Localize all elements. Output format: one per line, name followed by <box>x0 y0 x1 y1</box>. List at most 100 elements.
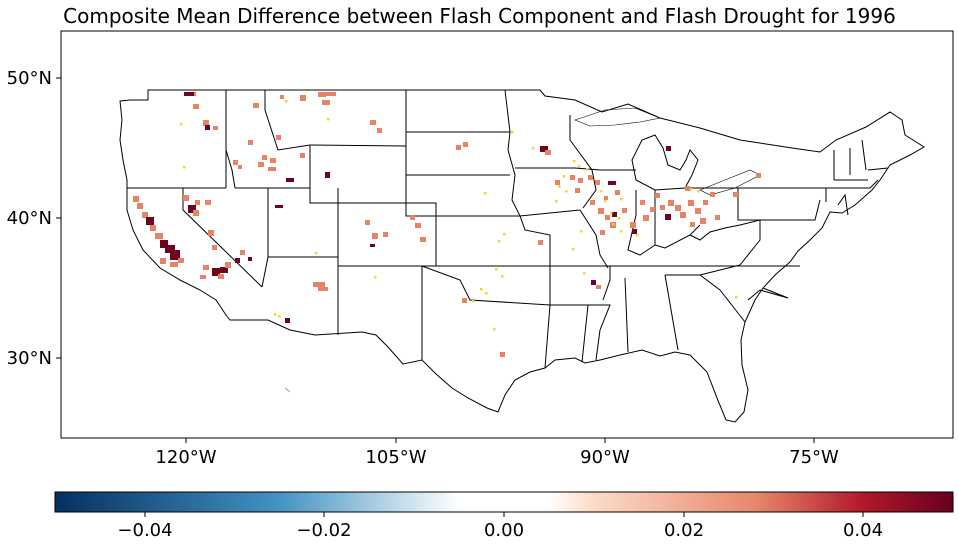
cell-moderate <box>660 205 665 210</box>
cell-moderate <box>155 233 163 239</box>
cell-strong <box>370 244 375 247</box>
cell-moderate <box>596 285 601 289</box>
cell-strong <box>612 212 617 217</box>
cell-strong <box>666 146 671 151</box>
cell-moderate <box>463 142 468 147</box>
cbar-tick-004: 0.04 <box>843 520 883 541</box>
cell-moderate <box>700 218 706 224</box>
cell-moderate <box>142 212 148 218</box>
cell-moderate <box>160 258 166 264</box>
cell-moderate <box>500 352 505 357</box>
cell-weak <box>600 190 603 193</box>
cell-weak <box>563 175 566 178</box>
cell-moderate <box>205 200 211 205</box>
cell-strong <box>220 267 228 273</box>
cell-moderate <box>133 196 139 202</box>
cell-moderate <box>615 190 620 195</box>
cell-moderate <box>578 178 583 183</box>
cell-moderate <box>640 200 645 205</box>
cell-weak <box>573 160 576 163</box>
cell-moderate <box>280 95 284 99</box>
cell-moderate <box>710 192 715 197</box>
cell-moderate <box>276 135 281 140</box>
cell-moderate <box>318 92 326 97</box>
cell-weak <box>315 252 318 255</box>
cell-moderate <box>680 212 686 218</box>
cell-moderate <box>588 175 593 180</box>
cell-moderate <box>545 150 551 155</box>
cell-weak <box>610 212 613 215</box>
cell-weak <box>565 190 568 193</box>
cell-moderate <box>733 192 738 197</box>
cell-weak <box>498 240 501 243</box>
cell-moderate <box>420 237 426 242</box>
cell-moderate <box>170 262 178 267</box>
cell-moderate <box>688 200 694 206</box>
cell-moderate <box>322 100 330 105</box>
lon-axis: 120°W 105°W 90°W 75°W <box>155 438 839 468</box>
cell-moderate <box>313 282 325 287</box>
cell-weak <box>586 168 589 171</box>
cell-moderate <box>668 200 674 206</box>
cell-strong <box>146 217 154 225</box>
cell-moderate <box>193 210 199 216</box>
cell-strong <box>165 245 175 253</box>
cell-weak <box>501 275 504 278</box>
cell-weak <box>532 147 535 150</box>
cell-strong <box>540 146 548 152</box>
cell-moderate <box>604 196 608 200</box>
cell-moderate <box>208 230 214 236</box>
cell-weak <box>278 315 281 318</box>
cell-moderate <box>690 222 695 227</box>
cell-strong <box>286 178 294 182</box>
cell-moderate <box>300 95 306 101</box>
cell-moderate <box>318 287 328 291</box>
cell-moderate <box>598 208 604 214</box>
lat-tick-40n: 40°N <box>7 208 52 229</box>
cell-moderate <box>150 225 156 231</box>
cell-moderate <box>372 233 378 239</box>
cell-weak <box>180 123 183 126</box>
cell-moderate <box>605 215 610 220</box>
cell-weak <box>578 165 581 168</box>
cell-weak <box>327 118 330 121</box>
cell-moderate <box>178 258 184 263</box>
cell-moderate <box>200 275 206 279</box>
cell-moderate <box>203 265 209 270</box>
cell-weak <box>511 131 514 134</box>
cell-weak <box>697 190 700 193</box>
cell-strong <box>665 214 671 220</box>
lon-tick-120w: 120°W <box>155 447 216 468</box>
cell-moderate <box>655 193 660 198</box>
cell-moderate <box>703 200 708 205</box>
cell-strong <box>248 257 252 261</box>
lon-tick-90w: 90°W <box>580 447 630 468</box>
map-content <box>119 89 925 423</box>
cell-moderate <box>462 298 467 303</box>
cell-moderate <box>233 160 238 165</box>
cell-moderate <box>262 155 267 160</box>
cbar-tick-neg002: −0.02 <box>296 520 351 541</box>
cell-strong <box>275 205 283 208</box>
cell-moderate <box>622 208 627 213</box>
cell-moderate <box>410 215 415 220</box>
cell-weak <box>274 313 277 316</box>
cell-weak <box>495 268 498 271</box>
cbar-tick-002: 0.02 <box>664 520 704 541</box>
cell-moderate <box>377 128 382 133</box>
cell-strong <box>325 172 330 178</box>
cell-weak <box>583 272 586 275</box>
lat-axis: 50°N 40°N 30°N <box>7 68 61 369</box>
cell-weak <box>620 198 623 201</box>
cell-moderate <box>715 215 720 220</box>
cell-moderate <box>203 120 209 126</box>
cell-weak <box>493 328 496 331</box>
cell-moderate <box>570 175 575 180</box>
cell-moderate <box>415 223 421 228</box>
cell-moderate <box>258 162 264 167</box>
cell-moderate <box>538 240 543 245</box>
cell-strong <box>160 240 168 248</box>
cell-strong <box>205 125 210 130</box>
cell-moderate <box>212 245 217 250</box>
cell-weak <box>183 166 186 169</box>
